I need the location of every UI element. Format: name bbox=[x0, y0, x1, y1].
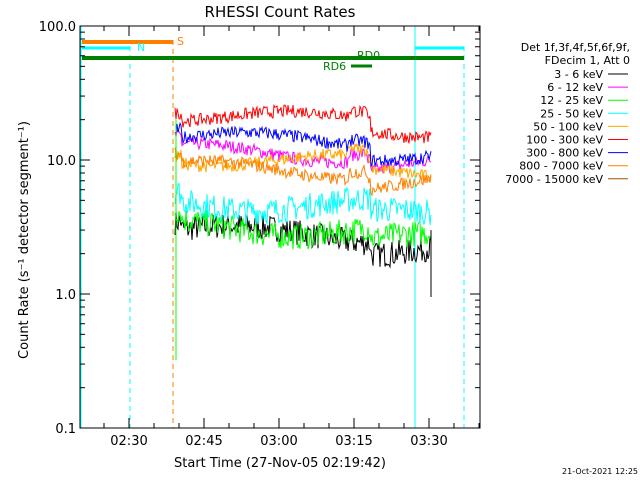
chart-title: RHESSI Count Rates bbox=[205, 3, 356, 21]
series-line bbox=[174, 121, 432, 168]
legend-label: 50 - 100 keV bbox=[533, 120, 603, 133]
legend-label: 6 - 12 keV bbox=[547, 81, 603, 94]
legend-label: 3 - 6 keV bbox=[554, 68, 603, 81]
x-tick-label: 03:30 bbox=[410, 434, 447, 449]
plot-frame bbox=[79, 25, 481, 429]
x-tick-label: 03:00 bbox=[260, 434, 297, 449]
series-line bbox=[174, 103, 432, 144]
legend-label: 800 - 7000 keV bbox=[519, 160, 603, 173]
legend-label: 100 - 300 keV bbox=[526, 134, 603, 147]
series-line bbox=[174, 182, 432, 226]
annotation-n: N bbox=[137, 41, 145, 54]
y-tick-label: 100.0 bbox=[39, 20, 76, 35]
annotation-rd6: RD6 bbox=[323, 60, 346, 73]
legend-label: 25 - 50 keV bbox=[540, 107, 603, 120]
y-axis-label: Count Rate (s⁻¹ detector segment⁻¹) bbox=[17, 121, 32, 359]
legend-label: 300 - 800 keV bbox=[526, 147, 603, 160]
series-line bbox=[174, 147, 432, 197]
y-tick-label: 0.1 bbox=[55, 422, 76, 437]
x-axis-ticks: 02:30 02:45 03:00 03:15 03:30 bbox=[103, 26, 480, 449]
info-detectors: Det 1f,3f,4f,5f,6f,9f, bbox=[521, 41, 630, 54]
info-decimation: FDecim 1, Att 0 bbox=[545, 54, 630, 67]
data-layer bbox=[80, 26, 465, 428]
legend-label: 7000 - 15000 keV bbox=[505, 173, 603, 186]
y-tick-label: 1.0 bbox=[55, 288, 76, 303]
series-line bbox=[174, 210, 432, 250]
annotation-rd0: RD0 bbox=[357, 49, 380, 62]
y-tick-label: 10.0 bbox=[47, 154, 76, 169]
x-tick-label: 02:30 bbox=[110, 434, 147, 449]
timestamp: 21-Oct-2021 12:25 bbox=[562, 467, 638, 476]
y-axis-ticks: 0.1 1.0 10.0 100.0 bbox=[39, 20, 480, 437]
x-axis-label: Start Time (27-Nov-05 02:19:42) bbox=[174, 456, 386, 471]
x-tick-label: 03:15 bbox=[335, 434, 372, 449]
annotation-s: S bbox=[177, 35, 184, 48]
legend-label: 12 - 25 keV bbox=[540, 94, 603, 107]
x-tick-label: 02:45 bbox=[185, 434, 222, 449]
